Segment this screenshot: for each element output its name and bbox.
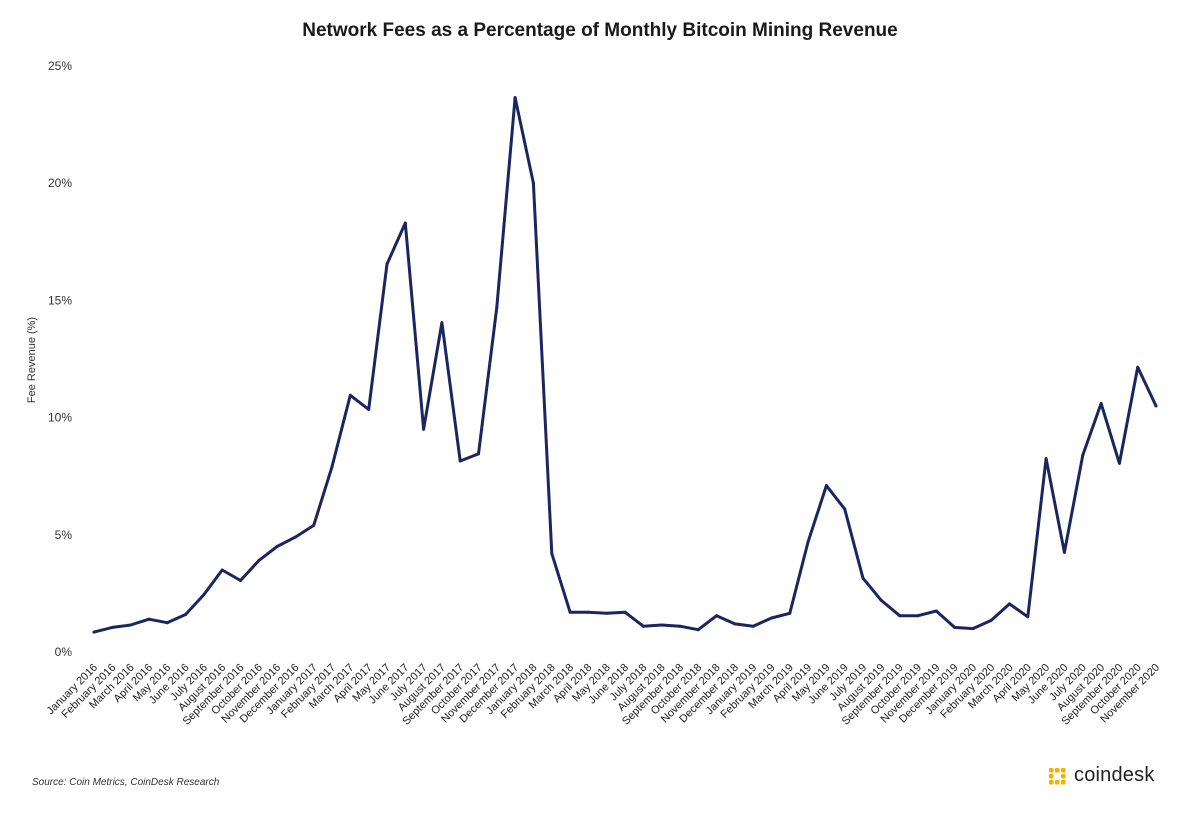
chart-title: Network Fees as a Percentage of Monthly … xyxy=(302,20,898,41)
data-point xyxy=(165,621,169,625)
data-point xyxy=(953,625,957,629)
y-tick-label: 15% xyxy=(48,293,72,307)
y-tick-label: 10% xyxy=(48,411,72,425)
data-point xyxy=(129,623,133,627)
data-point xyxy=(1008,602,1011,606)
data-point xyxy=(1026,615,1030,619)
data-point xyxy=(1062,550,1066,554)
data-point xyxy=(147,617,151,621)
data-point xyxy=(550,552,554,556)
data-point xyxy=(934,609,938,613)
data-point xyxy=(1044,457,1048,461)
data-point xyxy=(330,465,334,469)
data-point xyxy=(1136,365,1140,369)
data-point xyxy=(403,221,407,225)
data-point xyxy=(275,545,279,548)
data-point xyxy=(623,610,627,614)
data-point xyxy=(678,624,682,628)
data-point xyxy=(1099,402,1103,405)
brand-name: coindesk xyxy=(1074,764,1155,786)
data-point xyxy=(202,593,206,597)
data-point xyxy=(715,614,719,618)
y-tick-labels: 0% 5% 10% 15% 20% 25% xyxy=(48,59,72,659)
data-point xyxy=(605,611,609,615)
source-note: Source: Coin Metrics, CoinDesk Research xyxy=(32,777,220,788)
data-point xyxy=(916,614,920,618)
data-point xyxy=(879,598,883,602)
series-layer xyxy=(92,96,1158,634)
data-point xyxy=(843,507,847,511)
data-point xyxy=(385,262,389,266)
y-tick-label: 20% xyxy=(48,176,72,190)
coindesk-logo-icon xyxy=(1049,767,1066,784)
data-point xyxy=(733,622,737,626)
y-axis-label: Fee Revenue (%) xyxy=(26,317,38,403)
data-point xyxy=(477,452,480,456)
data-point xyxy=(1154,404,1158,408)
data-point xyxy=(422,427,426,431)
data-point xyxy=(898,614,902,618)
data-point xyxy=(348,393,352,397)
data-point xyxy=(788,611,792,615)
data-point xyxy=(861,576,865,580)
series-line xyxy=(92,96,1158,634)
data-point xyxy=(586,610,590,614)
data-point xyxy=(824,484,828,488)
data-point xyxy=(239,579,242,582)
data-point xyxy=(257,559,261,563)
data-point xyxy=(110,625,114,629)
data-point xyxy=(568,610,572,614)
data-point xyxy=(806,540,810,544)
data-point xyxy=(367,407,371,411)
data-point xyxy=(220,568,224,572)
data-point xyxy=(184,613,188,616)
data-point xyxy=(696,628,700,632)
data-point xyxy=(641,624,645,628)
y-tick-label: 0% xyxy=(55,645,73,659)
data-point xyxy=(660,623,664,627)
data-point xyxy=(513,96,517,100)
data-point xyxy=(440,321,444,325)
y-tick-label: 5% xyxy=(55,528,73,542)
data-point xyxy=(495,305,499,309)
data-point xyxy=(971,627,975,631)
y-tick-label: 25% xyxy=(48,59,72,73)
data-point xyxy=(531,181,535,185)
data-point xyxy=(458,459,462,463)
data-point xyxy=(293,535,297,539)
data-point xyxy=(770,616,773,620)
brand-logo: coindesk xyxy=(1046,764,1155,787)
data-point xyxy=(312,523,316,527)
y-axis-label-group: Fee Revenue (%) xyxy=(26,317,38,403)
data-point xyxy=(751,624,755,628)
data-point xyxy=(1117,461,1121,465)
data-point xyxy=(92,630,96,634)
data-point xyxy=(989,618,993,622)
data-point xyxy=(1081,453,1085,457)
